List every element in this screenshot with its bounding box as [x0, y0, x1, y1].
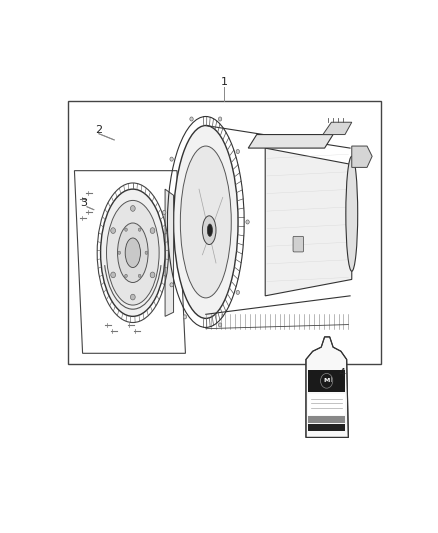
- Circle shape: [219, 117, 222, 121]
- Circle shape: [236, 290, 240, 294]
- Polygon shape: [248, 134, 333, 148]
- FancyBboxPatch shape: [293, 236, 304, 252]
- Ellipse shape: [202, 216, 216, 245]
- Bar: [308, 370, 345, 392]
- Circle shape: [125, 228, 127, 231]
- Polygon shape: [323, 122, 352, 134]
- Circle shape: [111, 228, 116, 233]
- Bar: [308, 416, 345, 423]
- Circle shape: [145, 251, 148, 254]
- Circle shape: [138, 228, 141, 231]
- Circle shape: [183, 315, 187, 319]
- Ellipse shape: [101, 189, 165, 317]
- Circle shape: [118, 251, 120, 254]
- Text: 1: 1: [221, 77, 228, 87]
- Ellipse shape: [346, 156, 358, 271]
- Ellipse shape: [125, 238, 141, 268]
- Polygon shape: [265, 148, 352, 296]
- Ellipse shape: [117, 223, 148, 282]
- Ellipse shape: [180, 146, 231, 298]
- Ellipse shape: [207, 224, 212, 236]
- Bar: [308, 393, 345, 415]
- Circle shape: [219, 323, 222, 327]
- Text: 2: 2: [95, 125, 102, 135]
- Circle shape: [131, 294, 135, 300]
- Bar: [308, 424, 345, 431]
- Ellipse shape: [106, 200, 159, 305]
- Circle shape: [162, 211, 166, 214]
- Circle shape: [125, 274, 127, 278]
- Polygon shape: [165, 189, 173, 317]
- Circle shape: [246, 220, 249, 224]
- Text: M: M: [323, 378, 330, 383]
- Circle shape: [236, 149, 240, 154]
- Text: 4: 4: [338, 368, 345, 377]
- Circle shape: [150, 272, 155, 278]
- Circle shape: [321, 374, 333, 388]
- Circle shape: [190, 117, 193, 121]
- Polygon shape: [352, 146, 372, 167]
- Circle shape: [150, 228, 155, 233]
- Ellipse shape: [173, 126, 238, 318]
- Text: 3: 3: [80, 198, 87, 208]
- Circle shape: [170, 157, 173, 161]
- Circle shape: [138, 274, 141, 278]
- Circle shape: [111, 272, 116, 278]
- Circle shape: [170, 283, 173, 287]
- Circle shape: [131, 206, 135, 211]
- Polygon shape: [306, 337, 348, 438]
- Bar: [68, 101, 381, 364]
